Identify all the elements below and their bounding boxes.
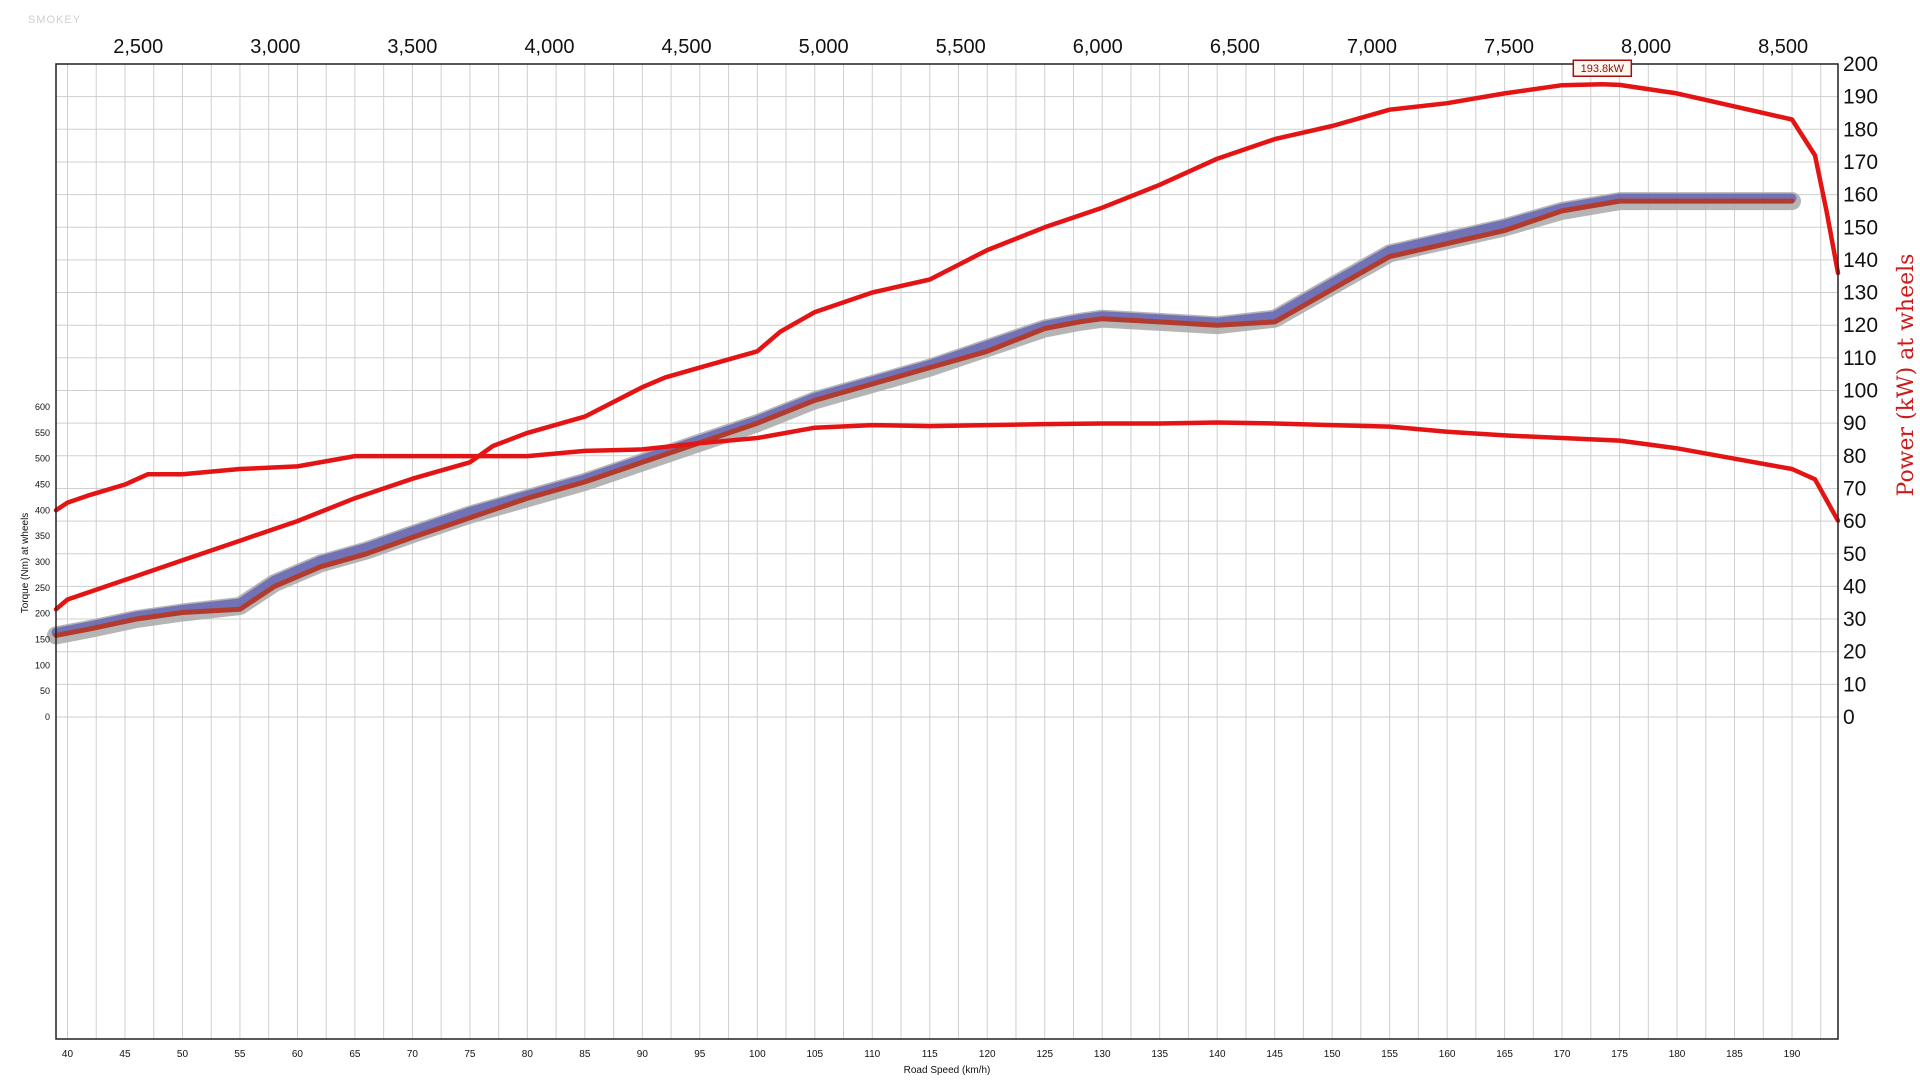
power-tick-label: 150 [1843,216,1878,239]
torque-curve [53,420,1841,523]
speed-tick-label: 145 [1266,1049,1283,1060]
rpm-tick-label: 3,500 [387,36,437,58]
speed-tick-label: 180 [1669,1049,1686,1060]
speed-tick-label: 150 [1324,1049,1341,1060]
rpm-tick-label: 7,500 [1484,36,1534,58]
power-band-blue [51,193,1797,637]
torque-tick-label: 50 [40,686,50,696]
speed-tick-label: 95 [694,1049,706,1060]
power-tick-label: 60 [1843,510,1866,533]
grid [56,63,1838,1039]
speed-tick-label: 175 [1611,1049,1628,1060]
torque-tick-label: 350 [35,531,50,541]
speed-tick-label: 70 [407,1049,419,1060]
power-tick-label: 50 [1843,543,1866,566]
torque-tick-label: 300 [35,557,50,567]
speed-tick-label: 60 [292,1049,304,1060]
peak-label: 193.8kW [1581,63,1625,75]
power-tick-label: 40 [1843,575,1866,598]
power-tick-label: 10 [1843,673,1866,696]
power-tick-label: 110 [1843,347,1876,370]
speed-tick-label: 165 [1496,1049,1513,1060]
speed-tick-label: 90 [637,1049,649,1060]
rpm-tick-label: 4,500 [662,36,712,58]
rpm-tick-label: 6,500 [1210,36,1260,58]
rpm-tick-label: 7,000 [1347,36,1397,58]
speed-tick-label: 55 [234,1049,246,1060]
speed-tick-label: 190 [1784,1049,1801,1060]
rpm-tick-label: 3,000 [250,36,300,58]
speed-tick-label: 160 [1439,1049,1456,1060]
speed-tick-label: 170 [1554,1049,1571,1060]
peak-label-box [1572,59,1633,77]
speed-tick-label: 125 [1036,1049,1053,1060]
power-tick-label: 180 [1843,118,1878,141]
speed-tick-label: 105 [806,1049,823,1060]
peak-power-annotation: 193.8kW [1572,59,1633,77]
torque-tick-label: 100 [35,660,50,670]
torque-tick-label: 450 [35,480,50,490]
power-tick-label: 130 [1843,282,1878,305]
torque-tick-label: 250 [35,583,50,593]
power-curve [53,81,1841,612]
curves [53,81,1841,638]
power-tick-label: 90 [1843,412,1866,435]
speed-tick-label: 65 [349,1049,361,1060]
torque-tick-label: 400 [35,505,50,515]
torque-tick-label: 200 [35,609,50,619]
speed-tick-label: 140 [1209,1049,1226,1060]
power-tick-label: 170 [1843,151,1878,174]
power-tick-label: 70 [1843,477,1866,500]
x-axis-title: Road Speed (km/h) [904,1065,991,1076]
rpm-tick-label: 4,000 [524,36,574,58]
rpm-axis-ticks: 2,500 3,000 3,500 4,000 4,500 5,000 5,500 6,000… [113,36,1808,58]
power-axis-ticks: 0 10 20 30 40 50 60 70 80 90 100 110 120 130 140 150 160… [1843,53,1878,729]
speed-tick-label: 85 [579,1049,591,1060]
power-tick-label: 120 [1843,314,1878,337]
speed-tick-label: 115 [922,1049,938,1060]
rpm-tick-label: 2,500 [113,36,163,58]
speed-tick-label: 130 [1094,1049,1111,1060]
speed-tick-label: 40 [62,1049,74,1060]
power-axis-title: Power (kW) at wheels [1894,254,1919,497]
rpm-tick-label: 8,000 [1621,36,1671,58]
rpm-tick-label: 6,000 [1073,36,1123,58]
rpm-tick-label: 5,000 [799,36,849,58]
power-tick-label: 80 [1843,445,1866,468]
speed-tick-label: 45 [119,1049,131,1060]
torque-tick-label: 550 [35,428,50,438]
plot-frame [55,63,1839,1040]
torque-axis-ticks: 0 50 100 150 200 250 300 350 400 450 500 550 600 [35,402,50,722]
torque-tick-label: 600 [35,402,50,412]
rpm-tick-label: 5,500 [936,36,986,58]
power-tick-label: 100 [1843,380,1878,403]
speed-axis-ticks: 40 45 50 55 60 65 70 75 80 85 90 95 100 105 110 115 120 1… [62,1049,1801,1060]
speed-tick-label: 110 [864,1049,880,1060]
power-tick-label: 20 [1843,641,1866,664]
speed-tick-label: 120 [979,1049,996,1060]
power-tick-label: 0 [1843,706,1855,729]
speed-tick-label: 155 [1381,1049,1398,1060]
power-tick-label: 160 [1843,184,1878,207]
power-curve-band-center [53,198,1795,638]
torque-tick-label: 150 [35,635,50,645]
speed-tick-label: 135 [1151,1049,1168,1060]
power-tick-label: 190 [1843,86,1878,109]
torque-axis-title: Torque (Nm) at wheels [20,513,31,614]
speed-tick-label: 100 [749,1049,766,1060]
torque-tick-label: 0 [45,712,50,722]
speed-tick-label: 80 [522,1049,534,1060]
power-tick-label: 30 [1843,608,1866,631]
power-tick-label: 200 [1843,53,1878,76]
power-tick-label: 140 [1843,249,1878,272]
rpm-tick-label: 8,500 [1758,36,1808,58]
watermark: SMOKEY [28,14,81,26]
speed-tick-label: 75 [464,1049,476,1060]
torque-tick-label: 500 [35,454,50,464]
speed-tick-label: 185 [1726,1049,1743,1060]
speed-tick-label: 50 [177,1049,189,1060]
